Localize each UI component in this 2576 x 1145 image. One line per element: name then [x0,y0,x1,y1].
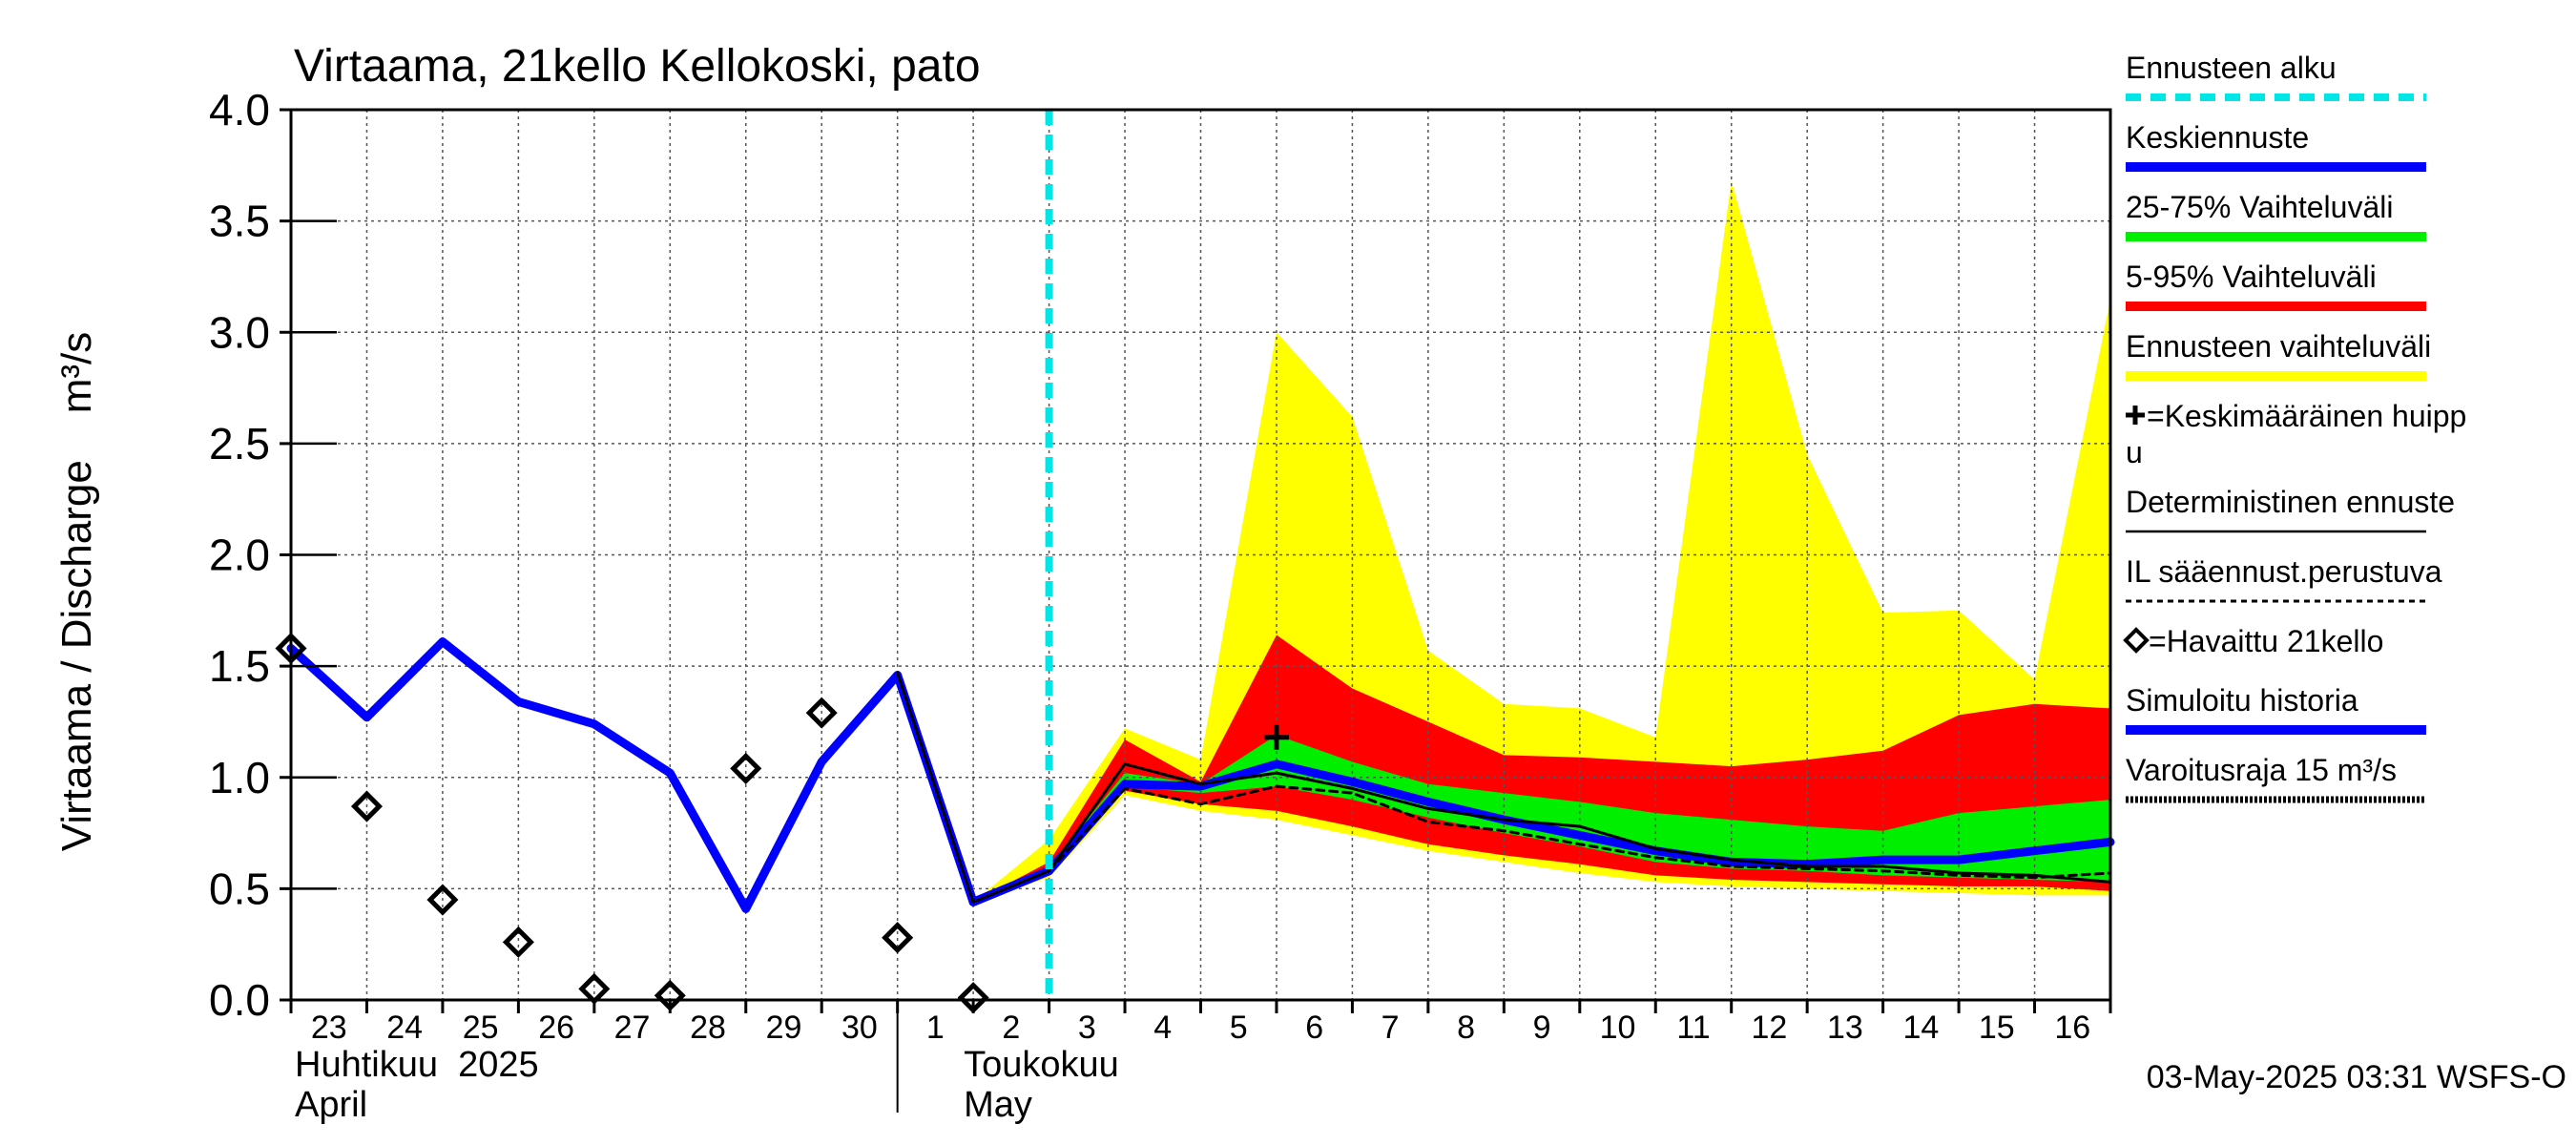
x-tick-label: 11 [1676,1010,1710,1046]
legend-diamond-icon [2123,627,2150,654]
legend-item-obs: =Havaittu 21kello [2123,624,2383,658]
legend-label: Simuloitu historia [2126,683,2358,718]
legend-label: 25-75% Vaihteluväli [2126,190,2393,224]
footer-timestamp: 03-May-2025 03:31 WSFS-O [2147,1059,2566,1095]
x-tick-label: 12 [1752,1010,1788,1046]
mean-peak-marker [1263,724,1289,750]
x-tick-label: 23 [311,1010,347,1046]
series-lines [286,110,2115,1000]
legend-item-range: Ennusteen vaihteluväli [2126,329,2431,381]
legend-label: Deterministinen ennuste [2126,485,2455,519]
observed-point [882,922,914,954]
legend-label: Ennusteen alku [2126,51,2337,85]
legend-label: =Havaittu 21kello [2149,624,2383,658]
x-tick-label: 1 [926,1010,945,1046]
y-tick-label: 2.0 [209,531,270,580]
axes: 0.00.51.01.52.02.53.03.54.023 24 25 26 27 28 2… [209,85,2112,1125]
chart-title: Virtaama, 21kello Kellokoski, pato [294,41,981,92]
y-tick-label: 3.5 [209,197,270,246]
legend-label: IL sääennust.perustuva [2126,554,2442,589]
observed-point [730,752,762,784]
x-tick-label: 8 [1457,1010,1475,1046]
x-tick-label: 5 [1230,1010,1248,1046]
x-tick-label: 30 [841,1010,878,1046]
y-axis-label: Virtaama / Discharge m³/s [53,332,100,851]
legend-label: Keskiennuste [2126,120,2309,155]
legend-item-mean: Keskiennuste [2126,120,2426,172]
mean-forecast-line [968,760,2115,906]
observed-point [502,926,534,958]
x-tick-label: 29 [766,1010,802,1046]
y-tick-label: 1.0 [209,753,270,802]
x-tick-label: 9 [1533,1010,1551,1046]
legend-item-r2575: 25-75% Vaihteluväli [2126,190,2426,241]
legend-item-il: IL sääennust.perustuva [2126,554,2442,603]
y-tick-label: 3.0 [209,307,270,357]
x-tick-label: 25 [463,1010,499,1046]
y-tick-label: 0.0 [209,975,270,1025]
legend-item-sim: Simuloitu historia [2126,683,2426,735]
y-tick-label: 4.0 [209,85,270,135]
observed-point [805,697,838,729]
x-tick-label: 26 [538,1010,574,1046]
legend-plus-icon [2126,406,2145,425]
observed-point [350,790,383,822]
x-tick-label: 27 [614,1010,651,1046]
x-tick-label: 4 [1153,1010,1172,1046]
x-tick-label: 13 [1827,1010,1863,1046]
observed-point [426,884,459,916]
legend: Ennusteen alku Keskiennuste 25-75% Vaihtel… [2123,51,2466,803]
legend-item-forecast_start: Ennusteen alku [2126,51,2426,101]
x-tick-label: 10 [1600,1010,1636,1046]
month-label-april-fi: Huhtikuu 2025 [295,1045,539,1085]
y-tick-label: 2.5 [209,419,270,468]
deterministic-forecast-line [896,671,2112,904]
legend-item-r595: 5-95% Vaihteluväli [2126,260,2426,311]
month-label-april-en: April [295,1085,367,1125]
x-tick-label: 15 [1979,1010,2015,1046]
x-tick-label: 7 [1381,1010,1400,1046]
weather-forecast-line [1048,784,2112,880]
month-label-may-en: May [964,1085,1032,1125]
legend-item-warn: Varoitusraja 15 m³/s [2126,753,2426,803]
month-label-may-fi: Toukokuu [964,1045,1119,1085]
legend-label: 5-95% Vaihteluväli [2126,260,2377,294]
x-tick-label: 24 [386,1010,423,1046]
legend-label: =Keskimääräinen huipp [2147,399,2466,433]
x-tick-label: 14 [1902,1010,1939,1046]
x-tick-label: 28 [690,1010,726,1046]
legend-label: Ennusteen vaihteluväli [2126,329,2431,364]
x-tick-label: 16 [2054,1010,2090,1046]
x-tick-label: 3 [1078,1010,1096,1046]
legend-label-wrap: u [2126,435,2143,469]
y-tick-label: 1.5 [209,641,270,691]
x-tick-label: 2 [1002,1010,1020,1046]
markers [275,632,1289,1014]
legend-item-det: Deterministinen ennuste [2126,485,2455,533]
legend-label: Varoitusraja 15 m³/s [2126,753,2397,787]
x-tick-label: 6 [1305,1010,1323,1046]
y-tick-label: 0.5 [209,864,270,913]
